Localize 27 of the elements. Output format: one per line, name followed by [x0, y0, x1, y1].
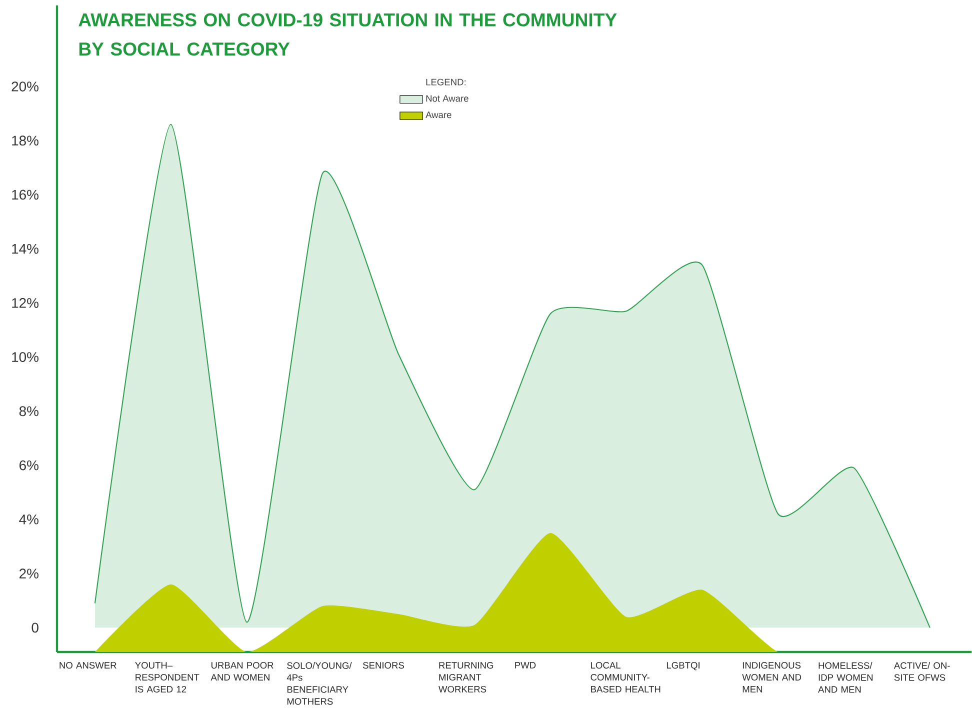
x-tick-label: HOMELESS/ IDP WOMEN AND MEN — [818, 662, 873, 693]
x-tick-label: RETURNING MIGRANT WORKERS — [438, 662, 494, 693]
y-tick-label: 20% — [12, 82, 38, 92]
y-tick-label: 14% — [12, 244, 38, 254]
y-tick-label: 4% — [19, 514, 38, 524]
y-tick-label: 2% — [20, 568, 38, 578]
y-tick-label: 6% — [20, 460, 38, 470]
x-tick-label: YOUTH– RESPONDENT IS AGED 12 — [135, 662, 200, 693]
x-tick-label: SOLO/YOUNG/ 4Ps BENEFICIARY MOTHERS — [286, 662, 352, 705]
y-tick-label: 10% — [12, 352, 38, 362]
y-tick-label: 8% — [19, 406, 38, 416]
legend-label: Not Aware — [426, 95, 468, 102]
x-tick-label: LGBTQI — [666, 662, 700, 670]
y-tick-label: 0 — [32, 622, 38, 633]
x-tick-label: SENIORS — [363, 662, 404, 669]
x-tick-label: PWD — [515, 662, 536, 668]
y-tick-label: 12% — [12, 298, 38, 308]
x-tick-label: INDIGENOUS WOMEN AND MEN — [742, 662, 802, 692]
legend-label: Aware — [426, 112, 452, 118]
x-tick-label: ACTIVE/ ON-SITE OFWS — [894, 662, 950, 681]
y-tick-label: 18% — [12, 136, 38, 146]
x-tick-label: URBAN POOR AND WOMEN — [210, 662, 274, 681]
y-tick-label: 16% — [12, 190, 38, 200]
legend-title: LEGEND: — [426, 78, 466, 86]
x-tick-label: NO ANSWER — [60, 662, 116, 669]
x-tick-label: LOCAL COMMUNITY-BASED HEALTH — [590, 662, 660, 693]
text: AWARENESS ON COVID-19 SITUATION IN THE COMMUNITY BY SOCIAL CATEGORY — [78, 13, 617, 56]
